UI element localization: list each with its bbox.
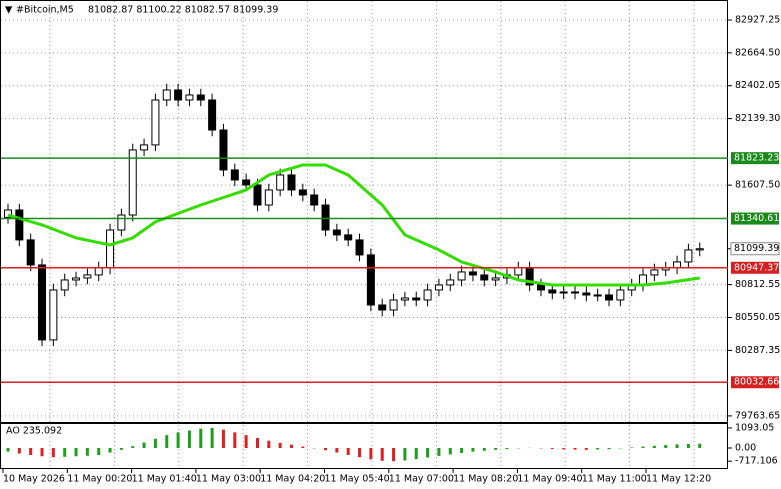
candle-body bbox=[605, 294, 614, 301]
candle-body bbox=[230, 169, 239, 181]
ao-y-tick-label: 1093.05 bbox=[735, 422, 774, 433]
collapse-icon[interactable]: ▼ bbox=[5, 5, 13, 16]
candle-body bbox=[174, 89, 183, 101]
candle-body bbox=[695, 248, 704, 251]
candle-body bbox=[83, 274, 92, 279]
candle-body bbox=[514, 267, 523, 276]
candle-body bbox=[389, 299, 398, 311]
y-tick-label: 79763.65 bbox=[735, 410, 780, 421]
candle-body bbox=[185, 94, 194, 101]
candle-body bbox=[287, 174, 296, 191]
candle-body bbox=[446, 279, 455, 286]
candle-body bbox=[219, 129, 228, 171]
candle-body bbox=[582, 292, 591, 296]
x-tick-label: 11 May 12:20 bbox=[646, 474, 711, 485]
x-tick-label: 11 May 07:00 bbox=[389, 474, 454, 485]
candle-body bbox=[434, 284, 443, 291]
candle-body bbox=[264, 189, 273, 206]
y-tick-label: 80812.55 bbox=[735, 279, 780, 290]
ao-y-tick-label: -717.106 bbox=[735, 456, 778, 467]
x-tick-label: 11 May 01:40 bbox=[132, 474, 197, 485]
candle-body bbox=[468, 271, 477, 276]
candle-body bbox=[196, 94, 205, 101]
ao-title: AO 235.092 bbox=[6, 426, 62, 437]
candle-body bbox=[684, 249, 693, 263]
candle-body bbox=[15, 209, 24, 241]
y-tick-label: 82664.50 bbox=[735, 47, 780, 58]
candle-body bbox=[26, 239, 35, 266]
x-tick-label: 10 May 2026 bbox=[3, 474, 65, 485]
candle-body bbox=[355, 239, 364, 256]
y-tick-label: 82139.30 bbox=[735, 113, 780, 124]
candle-body bbox=[242, 179, 251, 186]
candle-body bbox=[72, 277, 81, 281]
candle-body bbox=[344, 234, 353, 241]
candle-body bbox=[151, 99, 160, 146]
candle-body bbox=[117, 214, 126, 231]
candle-body bbox=[298, 189, 307, 196]
candle-body bbox=[593, 294, 602, 297]
candle-body bbox=[412, 297, 421, 301]
level-label: 80032.66 bbox=[734, 377, 779, 388]
x-tick-label: 11 May 11:00 bbox=[582, 474, 647, 485]
x-tick-label: 11 May 00:20 bbox=[67, 474, 132, 485]
level-label: 81823.23 bbox=[734, 153, 779, 164]
candle-body bbox=[378, 304, 387, 311]
x-tick-label: 11 May 04:20 bbox=[260, 474, 325, 485]
candle-body bbox=[94, 267, 103, 276]
candle-body bbox=[60, 279, 69, 291]
candle-body bbox=[536, 284, 545, 291]
level-label: 81340.61 bbox=[734, 213, 779, 224]
x-tick-label: 11 May 08:20 bbox=[453, 474, 518, 485]
candle-body bbox=[548, 289, 557, 294]
candle-body bbox=[400, 297, 409, 301]
moving-average bbox=[7, 163, 700, 287]
level-label-bg bbox=[731, 212, 779, 225]
main-panel bbox=[0, 0, 728, 423]
y-tick-label: 80287.35 bbox=[735, 345, 780, 356]
candle-body bbox=[366, 254, 375, 306]
candle-body bbox=[49, 289, 58, 341]
candle-body bbox=[457, 271, 466, 281]
level-label-bg bbox=[731, 376, 779, 389]
y-tick-label: 82927.25 bbox=[735, 14, 780, 25]
level-label: 80947.37 bbox=[734, 262, 779, 273]
candle-body bbox=[208, 99, 217, 131]
ao-y-tick-label: 0.00 bbox=[735, 442, 756, 453]
candle-body bbox=[559, 291, 568, 294]
candle-body bbox=[4, 209, 12, 218]
candle-body bbox=[491, 277, 500, 281]
last-price-bg bbox=[730, 242, 780, 256]
candle-body bbox=[310, 194, 319, 206]
x-tick-label: 11 May 05:40 bbox=[325, 474, 390, 485]
candle-body bbox=[571, 291, 579, 294]
candle-body bbox=[650, 269, 659, 276]
candle-body bbox=[253, 184, 262, 206]
candle-body bbox=[128, 149, 137, 216]
level-label-bg bbox=[731, 261, 779, 274]
candle-body bbox=[423, 289, 432, 301]
candle-body bbox=[332, 229, 341, 236]
candle-body bbox=[38, 264, 47, 341]
symbol: #Bitcoin,M5 bbox=[16, 5, 74, 16]
candle-body bbox=[480, 274, 489, 281]
quote: 81082.87 81100.22 81082.57 81099.39 bbox=[88, 5, 278, 16]
candle-body bbox=[162, 89, 171, 101]
candle-body bbox=[321, 204, 330, 231]
candle-body bbox=[616, 289, 625, 301]
candle-body bbox=[276, 174, 285, 191]
y-tick-label: 81607.50 bbox=[735, 180, 780, 191]
candle-body bbox=[140, 144, 149, 151]
level-label-bg bbox=[731, 152, 779, 165]
x-tick-label: 11 May 03:00 bbox=[196, 474, 261, 485]
ao-panel bbox=[0, 423, 728, 469]
last-price-label: 81099.39 bbox=[734, 243, 779, 254]
y-tick-label: 80550.05 bbox=[735, 312, 780, 323]
y-tick-label: 82402.05 bbox=[735, 80, 780, 91]
x-tick-label: 11 May 09:40 bbox=[517, 474, 582, 485]
candle-body bbox=[106, 229, 115, 269]
